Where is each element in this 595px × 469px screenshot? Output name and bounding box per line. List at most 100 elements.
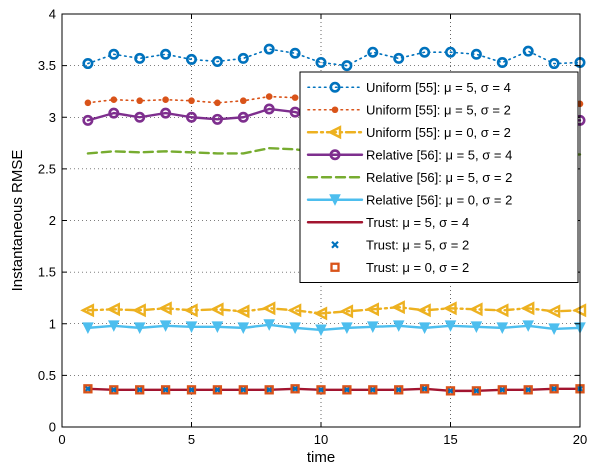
data-point [261, 301, 276, 316]
y-tick-label: 2.5 [38, 161, 56, 176]
data-point [369, 386, 377, 394]
data-point [84, 99, 92, 107]
legend-item-1: Uniform [55]: μ = 5, σ = 4 [307, 80, 511, 95]
data-point [339, 304, 354, 319]
legend-label: Trust: μ = 5, σ = 4 [366, 215, 469, 230]
data-point [110, 386, 118, 394]
data-point [548, 323, 560, 336]
data-point [366, 321, 379, 333]
data-point [263, 319, 276, 331]
data-point [394, 386, 403, 394]
data-point [134, 111, 146, 123]
legend-label: Relative [56]: μ = 5, σ = 2 [366, 170, 512, 185]
data-point [315, 57, 327, 69]
data-point [550, 385, 558, 393]
data-point [329, 194, 341, 206]
data-point-stroke [110, 386, 118, 394]
y-tick-label: 2 [49, 213, 56, 228]
data-point [498, 386, 507, 394]
legend-item-2: Uniform [55]: μ = 5, σ = 2 [307, 102, 511, 117]
data-point [496, 322, 509, 334]
data-point [315, 324, 327, 337]
data-point [418, 322, 431, 334]
data-point [135, 385, 145, 395]
data-point [238, 385, 248, 395]
data-point [497, 385, 507, 395]
data-point-stroke [291, 385, 299, 393]
data-point [291, 385, 299, 393]
data-point [327, 125, 342, 140]
data-point [80, 303, 95, 318]
data-point [237, 52, 249, 64]
data-point [133, 322, 146, 334]
data-point [160, 48, 172, 60]
legend-label: Relative [56]: μ = 0, σ = 2 [366, 192, 512, 207]
data-point [442, 301, 457, 316]
data-point [330, 262, 340, 272]
data-point [368, 385, 378, 395]
y-tick-label: 4 [49, 7, 56, 22]
legend-label: Trust: μ = 5, σ = 2 [366, 237, 469, 252]
data-point-stroke [524, 386, 532, 394]
data-point [548, 58, 560, 70]
data-point [237, 322, 250, 334]
y-tick-label: 0 [49, 420, 56, 435]
x-axis-label: time [307, 449, 335, 466]
data-point [235, 304, 250, 319]
data-point [522, 45, 534, 57]
x-tick-label: 10 [314, 432, 328, 447]
legend-label: Uniform [55]: μ = 0, σ = 2 [366, 125, 511, 140]
data-point [524, 386, 532, 394]
data-point [289, 106, 301, 118]
y-tick-label: 1 [49, 316, 56, 331]
data-point-stroke [550, 385, 558, 393]
data-point [160, 107, 172, 119]
data-point [329, 81, 341, 93]
data-point [523, 385, 533, 395]
data-point [420, 385, 429, 393]
data-point [331, 106, 339, 114]
data-point [289, 322, 301, 334]
data-point [84, 385, 92, 393]
data-point [110, 96, 118, 103]
data-point [159, 320, 172, 332]
data-point [546, 304, 561, 319]
data-point-stroke [446, 387, 455, 395]
legend-label: Relative [56]: μ = 5, σ = 4 [366, 147, 512, 162]
data-point [132, 303, 146, 318]
data-point [392, 320, 405, 332]
series-1 [82, 43, 586, 72]
y-tick-label: 0.5 [38, 368, 56, 383]
data-point [136, 97, 143, 105]
data-point-stroke [213, 386, 222, 394]
data-point [341, 60, 353, 72]
data-point [211, 55, 223, 67]
data-point-stroke [135, 386, 144, 394]
data-point [162, 96, 169, 103]
y-tick-label: 1.5 [38, 265, 56, 280]
x-tick-label: 5 [188, 432, 195, 447]
data-point [329, 149, 341, 161]
data-point [82, 114, 94, 126]
data-point [341, 322, 353, 334]
data-point-stroke [84, 385, 92, 393]
data-point [419, 384, 430, 394]
data-point [186, 385, 197, 395]
data-point [445, 386, 456, 396]
data-point [161, 386, 170, 394]
series-6 [82, 319, 586, 337]
data-point [331, 240, 339, 249]
data-point [391, 300, 405, 315]
data-point [237, 111, 249, 123]
legend-item-7: Trust: μ = 5, σ = 4 [306, 215, 469, 230]
data-point [446, 387, 455, 395]
data-point [160, 385, 171, 395]
data-point [472, 387, 481, 395]
data-point [108, 48, 120, 60]
data-point-stroke [394, 386, 403, 394]
data-point [522, 320, 535, 332]
data-point [289, 47, 301, 59]
data-point [157, 301, 172, 316]
data-point [211, 113, 223, 125]
